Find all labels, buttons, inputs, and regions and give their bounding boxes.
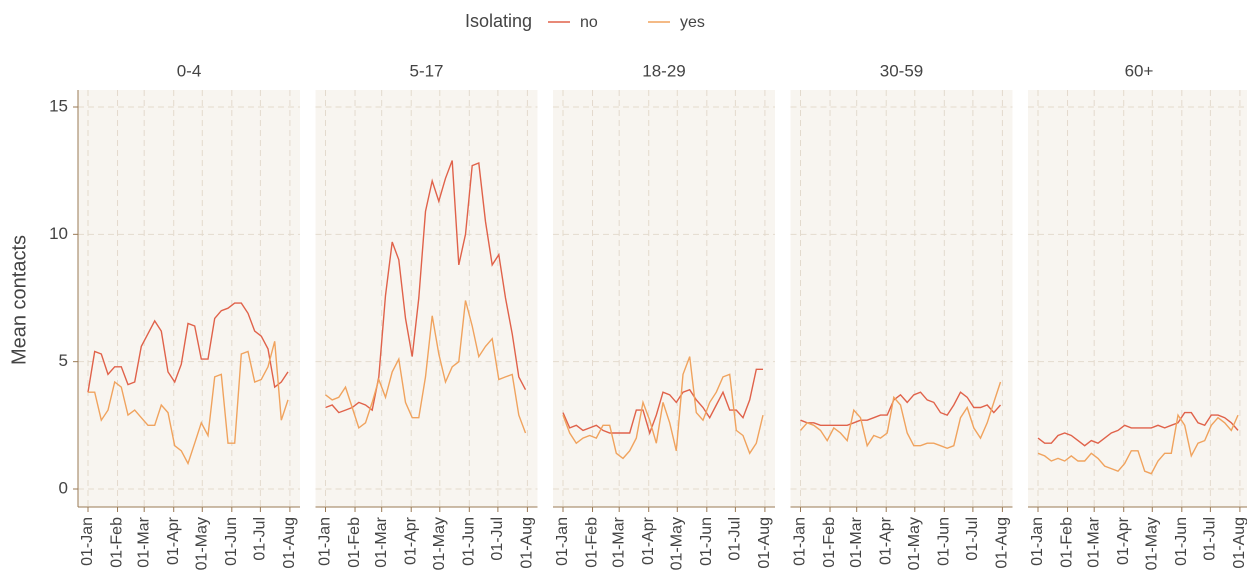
x-tick-label: 01-Apr <box>640 516 657 565</box>
legend-title: Isolating <box>465 11 532 31</box>
x-tick-label: 01-Jun <box>1173 517 1190 566</box>
x-tick-label: 01-Aug <box>281 517 298 569</box>
x-tick-label: 01-Jan <box>79 517 96 566</box>
x-tick-label: 01-Jun <box>461 517 478 566</box>
x-tick-label: 01-Jul <box>489 517 506 561</box>
series-line <box>1037 413 1239 475</box>
x-tick-label: 01-Jul <box>1202 517 1219 561</box>
x-tick-label: 01-Feb <box>584 517 601 568</box>
panel-background <box>790 90 1013 507</box>
panel-title: 5-17 <box>409 61 443 80</box>
x-tick-label: 01-Aug <box>994 517 1011 569</box>
x-tick-label: 01-Apr <box>1115 516 1132 565</box>
panel-title: 60+ <box>1125 61 1154 80</box>
series-line <box>799 381 1002 450</box>
x-tick-label: 01-Jul <box>964 517 981 561</box>
x-tick-label: 01-Mar <box>610 516 627 567</box>
x-tick-label: 01-May <box>194 517 211 570</box>
series-line <box>325 300 527 434</box>
y-axis-label: Mean contacts <box>8 235 30 365</box>
series-line <box>88 341 289 466</box>
x-tick-label: 01-Apr <box>402 516 419 565</box>
x-tick-label: 01-Jan <box>554 517 571 566</box>
x-tick-label: 01-Jan <box>317 517 334 566</box>
x-tick-label: 01-Apr <box>877 516 894 565</box>
y-tick-label: 15 <box>49 96 68 115</box>
x-tick-label: 01-Jan <box>792 517 809 566</box>
x-tick-label: 01-Feb <box>346 517 363 568</box>
x-tick-label: 01-Mar <box>135 516 152 567</box>
series-line <box>562 368 763 436</box>
series-line <box>87 302 289 393</box>
y-tick-label: 5 <box>59 351 68 370</box>
y-tick-label: 10 <box>49 224 68 243</box>
x-tick-label: 01-Mar <box>848 516 865 567</box>
panel-background <box>553 90 775 507</box>
panel-title: 18-29 <box>642 61 685 80</box>
x-tick-label: 01-Feb <box>1059 517 1076 568</box>
x-tick-label: 01-May <box>906 517 923 570</box>
legend-label: yes <box>680 14 705 31</box>
x-tick-label: 01-Jun <box>936 517 953 566</box>
series-line <box>325 160 527 414</box>
series-line <box>800 391 1002 426</box>
panel-background <box>315 90 538 507</box>
panel-title: 0-4 <box>177 61 202 80</box>
x-tick-label: 01-Aug <box>519 517 536 569</box>
panel-background <box>78 90 300 507</box>
legend-label: no <box>580 14 598 31</box>
series-line <box>562 356 764 460</box>
x-tick-label: 01-Apr <box>165 516 182 565</box>
x-tick-label: 01-Jan <box>1029 517 1046 566</box>
panel-title: 30-59 <box>880 61 923 80</box>
x-tick-label: 01-May <box>669 517 686 570</box>
x-tick-label: 01-Jun <box>698 517 715 566</box>
x-tick-label: 01-Feb <box>821 517 838 568</box>
x-tick-label: 01-Feb <box>109 517 126 568</box>
x-tick-label: 01-Mar <box>1085 516 1102 567</box>
series-line <box>1037 411 1239 447</box>
x-tick-label: 01-Mar <box>373 516 390 567</box>
x-tick-label: 01-Aug <box>1231 517 1247 569</box>
x-tick-label: 01-Jul <box>727 517 744 561</box>
y-tick-label: 0 <box>59 478 68 497</box>
panel-background <box>1028 90 1247 507</box>
x-tick-label: 01-Aug <box>756 517 773 569</box>
x-tick-label: 01-Jul <box>252 517 269 561</box>
x-tick-label: 01-May <box>1144 517 1161 570</box>
x-tick-label: 01-Jun <box>223 517 240 566</box>
x-tick-label: 01-May <box>431 517 448 570</box>
